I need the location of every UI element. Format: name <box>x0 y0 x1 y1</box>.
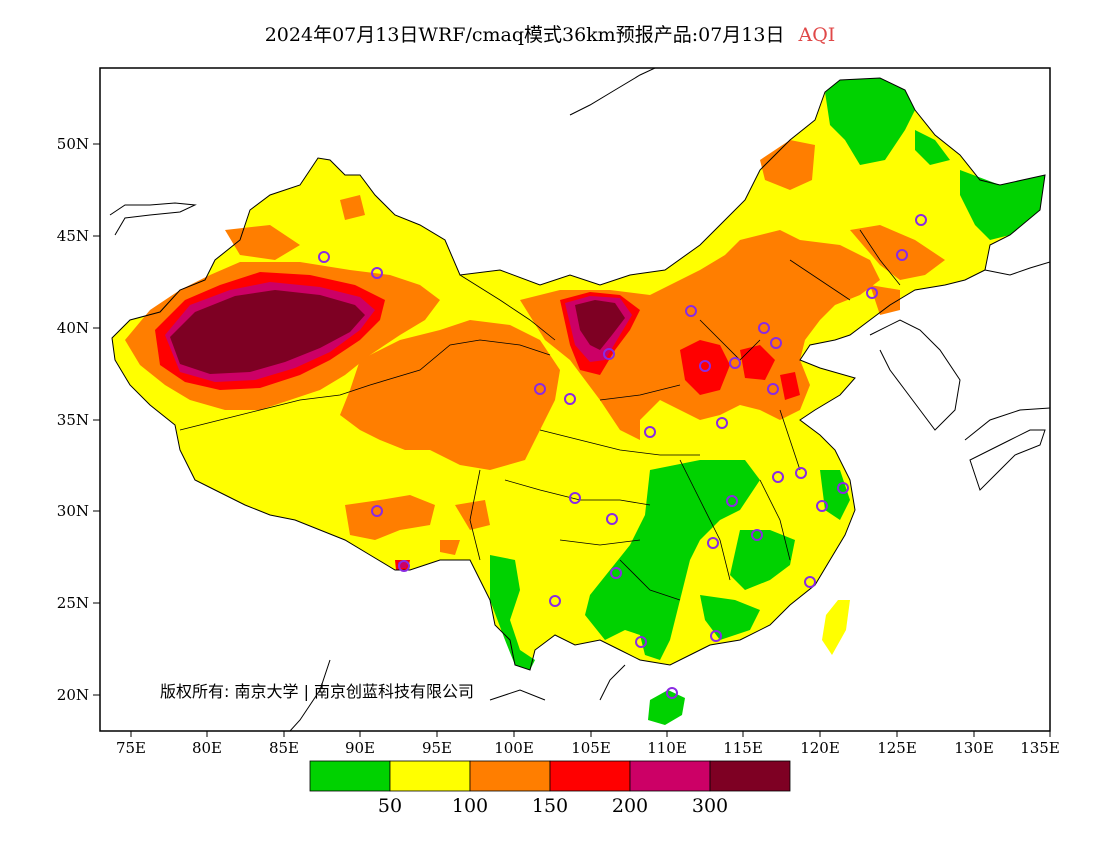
station-marker <box>795 467 807 479</box>
lat-tick-label: 35N <box>57 411 89 429</box>
station-marker <box>758 322 770 334</box>
region-moderate <box>112 78 1045 670</box>
station-marker <box>534 383 546 395</box>
lon-tick-label: 115E <box>723 739 763 757</box>
station-marker <box>398 560 410 572</box>
station-marker <box>751 529 763 541</box>
lon-tick-label: 110E <box>647 739 687 757</box>
station-marker <box>371 505 383 517</box>
lon-tick-label: 75E <box>116 739 146 757</box>
colorbar: 50 100 150 200 300 <box>309 760 791 817</box>
station-marker <box>866 287 878 299</box>
station-marker <box>606 513 618 525</box>
station-marker <box>603 348 615 360</box>
lon-tick-label: 100E <box>494 739 534 757</box>
station-marker <box>707 537 719 549</box>
colorbar-label: 50 <box>378 795 402 817</box>
lat-tick-label: 40N <box>57 319 89 337</box>
region-hainan <box>648 690 685 725</box>
region-hazardous <box>170 290 625 374</box>
lat-axis: 50N 45N 40N 35N 30N 25N 20N <box>57 135 100 704</box>
region-good <box>490 78 1045 670</box>
station-marker <box>915 214 927 226</box>
lon-tick-label: 90E <box>345 739 375 757</box>
station-marker <box>896 249 908 261</box>
station-marker <box>767 383 779 395</box>
station-marker <box>726 495 738 507</box>
station-marker <box>804 576 816 588</box>
map-title: 2024年07月13日WRF/cmaq模式36km预报产品:07月13日 AQI <box>0 20 1100 47</box>
colorbar-swatch <box>709 760 791 792</box>
title-text: 2024年07月13日WRF/cmaq模式36km预报产品:07月13日 <box>264 24 785 46</box>
station-marker <box>564 393 576 405</box>
station-marker <box>635 636 647 648</box>
lon-tick-label: 80E <box>192 739 222 757</box>
station-marker <box>837 482 849 494</box>
station-marker <box>685 305 697 317</box>
lon-tick-label: 85E <box>269 739 299 757</box>
station-marker <box>318 251 330 263</box>
colorbar-swatch <box>389 760 471 792</box>
station-markers <box>318 214 927 699</box>
station-marker <box>699 360 711 372</box>
colorbar-swatch <box>549 760 631 792</box>
colorbar-label: 200 <box>612 795 648 817</box>
station-marker <box>710 630 722 642</box>
station-marker <box>569 492 581 504</box>
station-marker <box>729 357 741 369</box>
china-border <box>111 77 1046 671</box>
station-marker <box>371 267 383 279</box>
lat-tick-label: 25N <box>57 594 89 612</box>
station-marker <box>549 595 561 607</box>
station-marker <box>716 417 728 429</box>
station-marker <box>644 426 656 438</box>
lat-tick-label: 50N <box>57 135 89 153</box>
plot-frame <box>99 67 1051 732</box>
station-marker <box>770 337 782 349</box>
colorbar-swatch <box>309 760 391 792</box>
colorbar-label: 100 <box>452 795 488 817</box>
lon-tick-label: 135E <box>1020 739 1060 757</box>
lon-tick-label: 125E <box>877 739 917 757</box>
lon-tick-label: 130E <box>954 739 994 757</box>
region-taiwan <box>822 600 850 655</box>
lon-axis: 75E 80E 85E 90E 95E 100E 105E 110E 115E … <box>116 731 1060 757</box>
colorbar-label: 150 <box>532 795 568 817</box>
station-marker <box>666 687 678 699</box>
lat-tick-label: 45N <box>57 227 89 245</box>
colorbar-swatch <box>469 760 551 792</box>
station-marker <box>772 471 784 483</box>
colorbar-swatch <box>629 760 711 792</box>
lon-tick-label: 95E <box>422 739 452 757</box>
station-marker <box>610 567 622 579</box>
colorbar-label: 300 <box>692 795 728 817</box>
lon-tick-label: 105E <box>571 739 611 757</box>
station-marker <box>816 500 828 512</box>
copyright-text: 版权所有: 南京大学 | 南京创蓝科技有限公司 <box>160 682 474 701</box>
title-variable: AQI <box>798 24 836 46</box>
lat-tick-label: 20N <box>57 686 89 704</box>
lat-tick-label: 30N <box>57 502 89 520</box>
coastlines <box>109 68 1050 731</box>
lon-tick-label: 120E <box>800 739 840 757</box>
